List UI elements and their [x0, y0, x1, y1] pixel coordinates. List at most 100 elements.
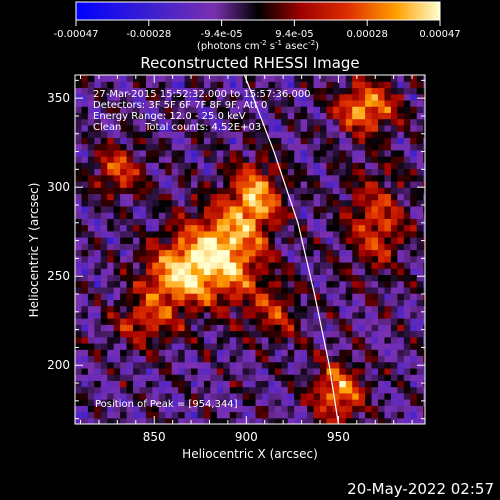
heatmap-cell [197, 193, 205, 201]
heatmap-cell [326, 374, 334, 381]
heatmap-cell [261, 131, 270, 138]
heatmap-cell [320, 224, 328, 232]
heatmap-cell [223, 268, 231, 276]
heatmap-cell [197, 162, 205, 170]
heatmap-cell [313, 355, 321, 363]
heatmap-cell [410, 137, 418, 145]
heatmap-cell [242, 131, 250, 138]
heatmap-cell [365, 75, 373, 82]
heatmap-cell [120, 193, 128, 201]
heatmap-cell [287, 386, 295, 394]
heatmap-cell [249, 355, 257, 363]
heatmap-cell [378, 149, 386, 157]
heatmap-cell [139, 106, 147, 113]
heatmap-cell [216, 131, 224, 138]
heatmap-cell [75, 280, 83, 288]
heatmap-cell [390, 274, 398, 282]
heatmap-cell [171, 318, 179, 325]
heatmap-cell [358, 112, 366, 120]
heatmap-cell [197, 255, 205, 263]
colorbar [76, 2, 440, 20]
heatmap-cell [294, 261, 302, 269]
heatmap-cell [203, 243, 211, 251]
heatmap-cell [236, 230, 244, 238]
heatmap-cell [152, 137, 160, 145]
heatmap-cell [236, 87, 244, 95]
heatmap-cell [261, 268, 270, 276]
heatmap-cell [326, 75, 334, 82]
heatmap-cell [365, 336, 373, 344]
heatmap-cell [158, 274, 166, 282]
heatmap-cell [197, 118, 205, 126]
heatmap-cell [255, 386, 263, 394]
heatmap-cell [197, 405, 205, 413]
heatmap-cell [345, 180, 353, 188]
heatmap-cell [326, 124, 334, 132]
heatmap-cell [255, 261, 263, 269]
heatmap-cell [107, 168, 115, 176]
heatmap-cell [397, 237, 405, 244]
heatmap-cell [332, 274, 340, 282]
heatmap-cell [281, 392, 289, 400]
heatmap-cell [358, 274, 366, 282]
heatmap-cell [120, 218, 128, 226]
heatmap-cell [313, 243, 321, 251]
heatmap-cell [255, 75, 263, 82]
heatmap-cell [423, 255, 425, 263]
heatmap-cell [191, 286, 199, 294]
heatmap-cell [197, 386, 205, 394]
heatmap-cell [307, 199, 315, 207]
heatmap-cell [384, 237, 392, 244]
heatmap-cell [410, 118, 418, 126]
heatmap-cell [145, 336, 153, 344]
heatmap-cell [197, 392, 205, 400]
heatmap-cell [236, 324, 244, 332]
heatmap-cell [261, 355, 270, 363]
heatmap-cell [203, 286, 211, 294]
heatmap-cell [423, 330, 425, 338]
heatmap-cell [390, 212, 398, 219]
heatmap-cell [390, 199, 398, 207]
heatmap-cell [184, 124, 192, 132]
heatmap-cell [307, 417, 315, 424]
heatmap-cell [100, 305, 108, 313]
heatmap-cell [203, 131, 211, 138]
heatmap-cell [139, 255, 147, 263]
heatmap-cell [126, 405, 134, 413]
heatmap-cell [126, 156, 134, 163]
heatmap-cell [274, 299, 282, 307]
heatmap-cell [75, 93, 83, 101]
heatmap-cell [384, 75, 392, 82]
heatmap-cell [378, 349, 386, 357]
heatmap-cell [120, 131, 128, 138]
heatmap-cell [126, 193, 134, 201]
heatmap-cell [81, 243, 89, 251]
heatmap-cell [229, 143, 237, 151]
heatmap-cell [249, 330, 257, 338]
heatmap-cell [87, 118, 95, 126]
heatmap-cell [184, 174, 192, 182]
heatmap-cell [326, 274, 334, 282]
heatmap-cell [165, 149, 173, 157]
heatmap-cell [326, 137, 334, 145]
heatmap-cell [365, 380, 373, 388]
heatmap-cell [300, 224, 308, 232]
heatmap-cell [107, 149, 115, 157]
heatmap-cell [94, 299, 102, 307]
heatmap-cell [307, 156, 315, 163]
heatmap-cell [81, 199, 89, 207]
heatmap-cell [75, 143, 83, 151]
heatmap-cell [145, 392, 153, 400]
heatmap-cell [139, 87, 147, 95]
heatmap-cell [313, 349, 321, 357]
heatmap-cell [255, 93, 263, 101]
heatmap-cell [358, 417, 366, 424]
heatmap-cell [94, 374, 102, 381]
heatmap-cell [384, 174, 392, 182]
heatmap-cell [203, 162, 211, 170]
heatmap-cell [75, 274, 83, 282]
heatmap-cell [313, 75, 321, 82]
heatmap-cell [133, 361, 141, 369]
heatmap-cell [210, 143, 218, 151]
heatmap-cell [397, 199, 405, 207]
